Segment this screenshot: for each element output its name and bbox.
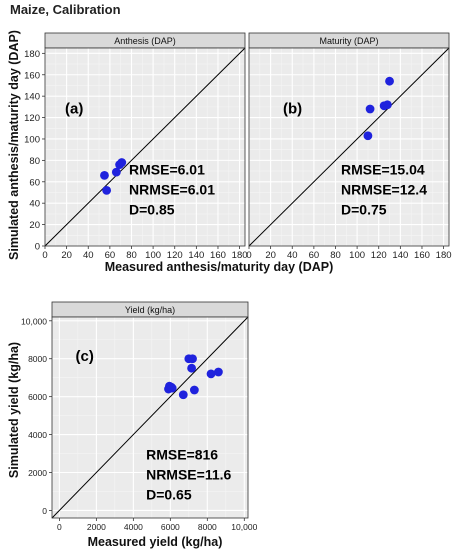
bottom-y-axis-label: Simulated yield (kg/ha) [7, 342, 21, 478]
stat-annotation: RMSE=6.01 [129, 162, 205, 178]
bottom-x-axis-label: Measured yield (kg/ha) [88, 535, 223, 549]
data-point [188, 354, 197, 364]
y-tick-label: 60 [29, 177, 40, 188]
top-y-axis-label: Simulated anthesis/maturity day (DAP) [7, 30, 21, 260]
x-tick-label: 160 [414, 250, 430, 261]
data-point [187, 363, 197, 373]
data-point [111, 167, 121, 177]
y-tick-label: 140 [24, 92, 40, 103]
y-tick-label: 120 [24, 113, 40, 124]
x-tick-label: 80 [126, 250, 137, 261]
x-tick-label: 60 [309, 250, 320, 261]
x-tick-label: 4000 [124, 522, 143, 532]
data-point [382, 100, 392, 110]
strip-title: Maturity (DAP) [319, 36, 378, 46]
data-point [167, 383, 177, 393]
y-tick-label: 160 [24, 70, 40, 81]
figure-title: Maize, Calibration [10, 2, 121, 17]
plot-border [44, 47, 246, 247]
y-tick-label: 4000 [28, 430, 47, 440]
y-tick-label: 0 [42, 506, 47, 516]
strip-title: Anthesis (DAP) [114, 36, 176, 46]
plot-border [51, 316, 249, 519]
stat-annotation: D=0.85 [129, 202, 175, 218]
y-tick-label: 6000 [28, 392, 47, 402]
one-to-one-line [51, 316, 249, 519]
plot-border [248, 47, 450, 247]
x-tick-label: 2000 [87, 522, 106, 532]
data-point [206, 369, 216, 379]
data-point [178, 390, 188, 400]
panels: Anthesis (DAP)0 20 40 60 80 100 120 140 160 18002… [21, 32, 452, 532]
x-tick-label: 0 [42, 250, 47, 261]
strip-title: Yield (kg/ha) [125, 305, 175, 315]
x-tick-label: 100 [145, 250, 161, 261]
stat-annotation: RMSE=15.04 [341, 162, 425, 178]
x-tick-label: 60 [105, 250, 116, 261]
one-to-one-line [248, 47, 450, 247]
y-tick-label: 100 [24, 134, 40, 145]
data-point [363, 131, 373, 141]
x-tick-label: 140 [188, 250, 204, 261]
panel-2: Maturity (DAP) 0 20 40 60 80 100 120 140 160 180 (b… [246, 32, 452, 261]
x-tick-label: 80 [330, 250, 341, 261]
y-tick-label: 20 [29, 220, 40, 231]
y-tick-label: 180 [24, 49, 40, 60]
y-tick-label: 2000 [28, 468, 47, 478]
stat-annotation: NRMSE=11.6 [146, 467, 231, 483]
x-tick-label: 0 [57, 522, 62, 532]
data-point [100, 170, 109, 180]
panel-label: (c) [76, 348, 94, 365]
panel-3: Yield (kg/ha) 0 2000 4000 6000 8000 10,000 0 200… [21, 301, 258, 532]
x-tick-label: 10,000 [231, 522, 257, 532]
data-point [365, 104, 375, 114]
x-tick-label: 0 [246, 250, 251, 261]
y-tick-label: 8000 [28, 354, 47, 364]
x-tick-label: 180 [232, 250, 248, 261]
x-tick-label: 20 [265, 250, 276, 261]
x-tick-label: 40 [287, 250, 298, 261]
stat-annotation: RMSE=816 [146, 447, 218, 463]
y-tick-label: 40 [29, 199, 40, 210]
data-point [214, 367, 223, 377]
data-point [385, 76, 394, 86]
data-point [117, 158, 127, 167]
x-tick-label: 140 [392, 250, 408, 261]
panel-1: Anthesis (DAP)0 20 40 60 80 100 120 140 160 18002… [24, 32, 248, 261]
stat-annotation: NRMSE=6.01 [129, 182, 215, 198]
y-tick-label: 0 [35, 242, 40, 253]
x-tick-label: 180 [436, 250, 452, 261]
x-tick-label: 20 [61, 250, 72, 261]
panel-label: (b) [283, 100, 302, 117]
y-tick-label: 80 [29, 156, 40, 167]
stat-annotation: D=0.75 [341, 202, 387, 218]
y-tick-label: 10,000 [21, 316, 47, 326]
x-tick-label: 120 [167, 250, 183, 261]
x-tick-label: 8000 [198, 522, 217, 532]
data-point [102, 185, 112, 195]
data-point [189, 385, 199, 395]
x-tick-label: 100 [349, 250, 365, 261]
x-tick-label: 40 [83, 250, 94, 261]
x-tick-label: 160 [210, 250, 226, 261]
stat-annotation: D=0.65 [146, 487, 192, 503]
x-tick-label: 120 [371, 250, 387, 261]
x-tick-label: 6000 [161, 522, 180, 532]
one-to-one-line [44, 47, 246, 247]
panel-label: (a) [65, 100, 83, 117]
top-x-axis-label: Measured anthesis/maturity day (DAP) [105, 260, 334, 274]
stat-annotation: NRMSE=12.4 [341, 182, 427, 198]
